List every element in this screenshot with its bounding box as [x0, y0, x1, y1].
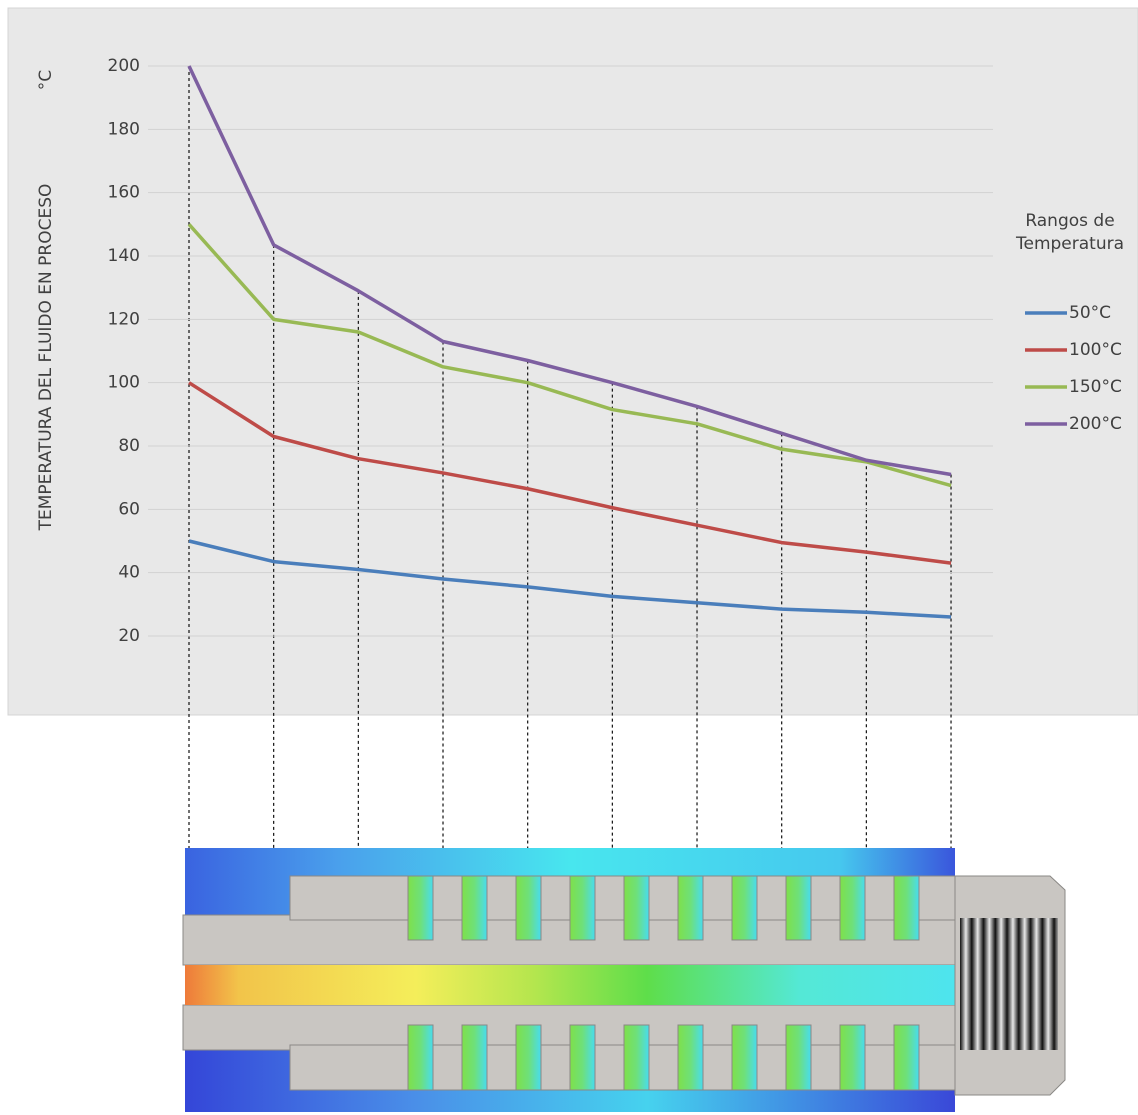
fin-slot — [515, 875, 542, 941]
line-series — [187, 223, 952, 488]
fin-slot — [569, 1024, 596, 1091]
fin-slot — [461, 1024, 488, 1091]
fin-slot — [677, 875, 704, 941]
fin-slot — [785, 875, 812, 941]
fin-slot — [893, 875, 920, 941]
fin-slot — [407, 1024, 434, 1091]
fin-slot — [893, 1024, 920, 1091]
y-tick-label: 180 — [108, 119, 140, 139]
legend-label: 150°C — [1069, 377, 1122, 397]
channel — [185, 965, 955, 1005]
y-tick-label: 40 — [118, 563, 140, 583]
fin-slot — [623, 1024, 650, 1091]
y-tick-label: 60 — [118, 499, 140, 519]
y-tick-label: 20 — [118, 626, 140, 646]
simulation-image — [182, 848, 1066, 1112]
fin-slot — [731, 875, 758, 941]
fin-slot — [461, 875, 488, 941]
line-series — [188, 381, 952, 565]
legend-label: 200°C — [1069, 414, 1122, 434]
y-tick-label: 140 — [108, 246, 140, 266]
y-tick-label: 80 — [118, 436, 140, 456]
fin-slot — [515, 1024, 542, 1091]
y-axis-label: TEMPERATURA DEL FLUIDO EN PROCESO — [36, 184, 56, 532]
fin-slot — [677, 1024, 704, 1091]
fin-slot — [839, 1024, 866, 1091]
y-tick-label: 120 — [108, 309, 140, 329]
body — [182, 1004, 956, 1051]
line-series — [188, 539, 952, 619]
fin-slot — [569, 875, 596, 941]
legend-title: Rangos de Temperatura — [1015, 211, 1125, 254]
plot-background — [7, 7, 1138, 716]
fin-slot — [785, 1024, 812, 1091]
thread — [960, 918, 1058, 1050]
y-tick-label: 100 — [108, 373, 140, 393]
fin-slot — [623, 875, 650, 941]
body — [182, 914, 956, 966]
y-tick-label: 160 — [108, 183, 140, 203]
line-series — [187, 65, 952, 477]
fin-slot — [407, 875, 434, 941]
legend-label: 50°C — [1069, 303, 1111, 323]
fin-slot — [731, 1024, 758, 1091]
y-tick-label: 200 — [108, 56, 140, 76]
fin-slot — [839, 875, 866, 941]
legend-label: 100°C — [1069, 340, 1122, 360]
y-axis-unit: °C — [36, 70, 56, 90]
